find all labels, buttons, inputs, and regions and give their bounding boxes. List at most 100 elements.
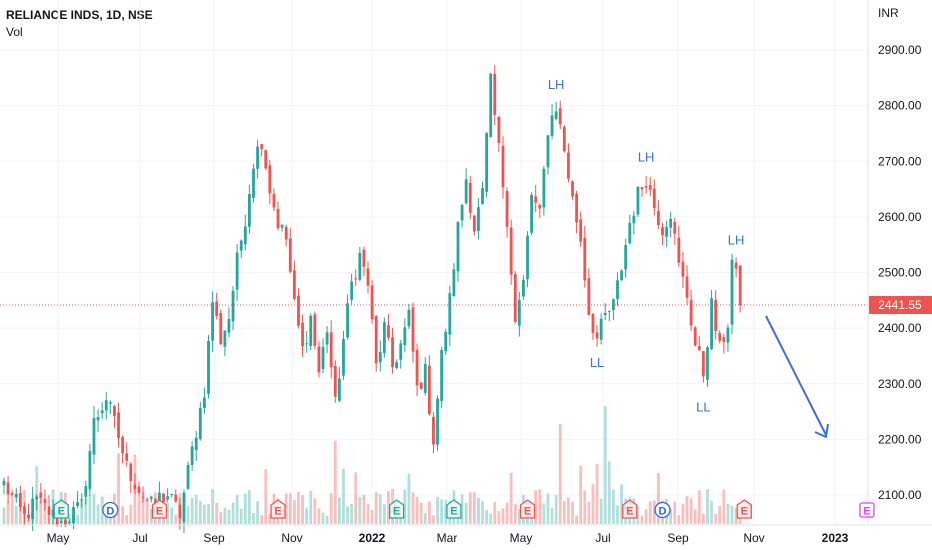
- candle: [100, 402, 104, 420]
- earnings-marker[interactable]: E: [859, 502, 875, 518]
- volume-bar: [415, 496, 419, 524]
- candle: [313, 311, 317, 350]
- candle-body: [607, 311, 611, 313]
- volume-bar: [145, 499, 149, 524]
- candle: [534, 184, 538, 213]
- earnings-marker[interactable]: E: [736, 499, 752, 519]
- dividend-marker[interactable]: D: [654, 501, 671, 519]
- candle-body: [256, 146, 259, 169]
- volume-bar: [366, 504, 370, 524]
- earnings-marker[interactable]: E: [622, 499, 638, 519]
- candle-body: [612, 299, 615, 311]
- candle: [133, 473, 137, 495]
- volume-bar: [305, 507, 309, 524]
- candle: [190, 440, 194, 471]
- candle-body: [113, 406, 116, 417]
- candle: [47, 495, 51, 525]
- candle: [644, 175, 648, 194]
- candle: [301, 314, 304, 357]
- volume-bar: [288, 493, 292, 524]
- candle: [440, 346, 444, 409]
- candle-body: [562, 126, 566, 152]
- candle: [403, 318, 407, 353]
- volume-bar: [542, 503, 546, 524]
- candle: [166, 488, 169, 503]
- candle-body: [579, 219, 583, 242]
- x-tick-label: Sep: [667, 531, 689, 545]
- earnings-marker[interactable]: E: [446, 499, 462, 519]
- earnings-marker[interactable]: E: [151, 499, 168, 519]
- candle: [39, 482, 43, 504]
- volume-bar: [546, 493, 550, 524]
- event-symbol: E: [626, 506, 633, 518]
- volume-bar: [141, 491, 145, 524]
- candle-body: [603, 312, 607, 316]
- candle: [280, 224, 284, 232]
- volume-bar: [612, 489, 615, 524]
- event-symbol: E: [274, 506, 281, 518]
- candle: [599, 313, 603, 345]
- candle: [677, 226, 681, 267]
- candle-body: [505, 191, 509, 227]
- trend-annotations: LH LH LH LL LL: [548, 77, 745, 415]
- candle: [509, 219, 513, 285]
- candle: [734, 257, 738, 278]
- event-symbol: E: [450, 506, 457, 518]
- candle: [591, 312, 595, 340]
- x-tick-label: Jul: [595, 531, 610, 545]
- candle-body: [27, 514, 30, 519]
- candle: [309, 313, 313, 351]
- candle: [231, 286, 235, 331]
- candle: [681, 251, 685, 288]
- earnings-marker[interactable]: E: [53, 499, 69, 519]
- candle-body: [407, 309, 411, 327]
- volume-bar: [382, 504, 386, 524]
- candle-body: [252, 168, 255, 198]
- candle-body: [661, 227, 664, 236]
- candle-body: [362, 249, 366, 267]
- candle: [665, 220, 668, 247]
- candle-body: [272, 193, 276, 208]
- candle-body: [436, 398, 439, 445]
- candle-body: [681, 261, 685, 277]
- earnings-marker[interactable]: E: [519, 499, 536, 519]
- candle: [342, 330, 345, 380]
- earnings-marker[interactable]: E: [270, 499, 286, 519]
- volume-bar: [129, 504, 133, 524]
- candle-body: [689, 300, 693, 326]
- candle: [203, 387, 206, 415]
- candle-body: [329, 332, 333, 368]
- volume-bar: [607, 461, 611, 524]
- candle: [505, 187, 509, 238]
- candle-body: [337, 378, 341, 401]
- volume-bar: [534, 490, 538, 524]
- candle: [23, 502, 26, 526]
- candle: [472, 215, 476, 236]
- candle: [88, 443, 92, 496]
- candle: [366, 261, 370, 294]
- downtrend-arrow: [765, 315, 829, 438]
- candle: [640, 186, 644, 197]
- chart-title: RELIANCE INDS, 1D, NSE: [6, 8, 153, 22]
- candle: [362, 246, 366, 277]
- candle: [391, 327, 394, 374]
- volume-bar: [198, 500, 202, 524]
- earnings-marker[interactable]: E: [388, 499, 405, 519]
- candle-body: [632, 215, 636, 224]
- dividend-marker[interactable]: D: [102, 501, 119, 519]
- candle-body: [288, 238, 292, 272]
- volume-bar: [640, 515, 644, 524]
- candle-body: [636, 186, 640, 215]
- volume-bar: [313, 498, 317, 524]
- candle-body: [325, 332, 329, 345]
- candle-body: [219, 313, 223, 345]
- candle: [718, 330, 722, 344]
- candle-body: [186, 464, 190, 489]
- arrow-shaft[interactable]: [765, 315, 827, 436]
- candle-body: [697, 346, 701, 351]
- x-tick-label: 2022: [359, 531, 386, 545]
- candle: [350, 273, 354, 305]
- volume-bar: [497, 511, 501, 524]
- candle: [423, 357, 427, 396]
